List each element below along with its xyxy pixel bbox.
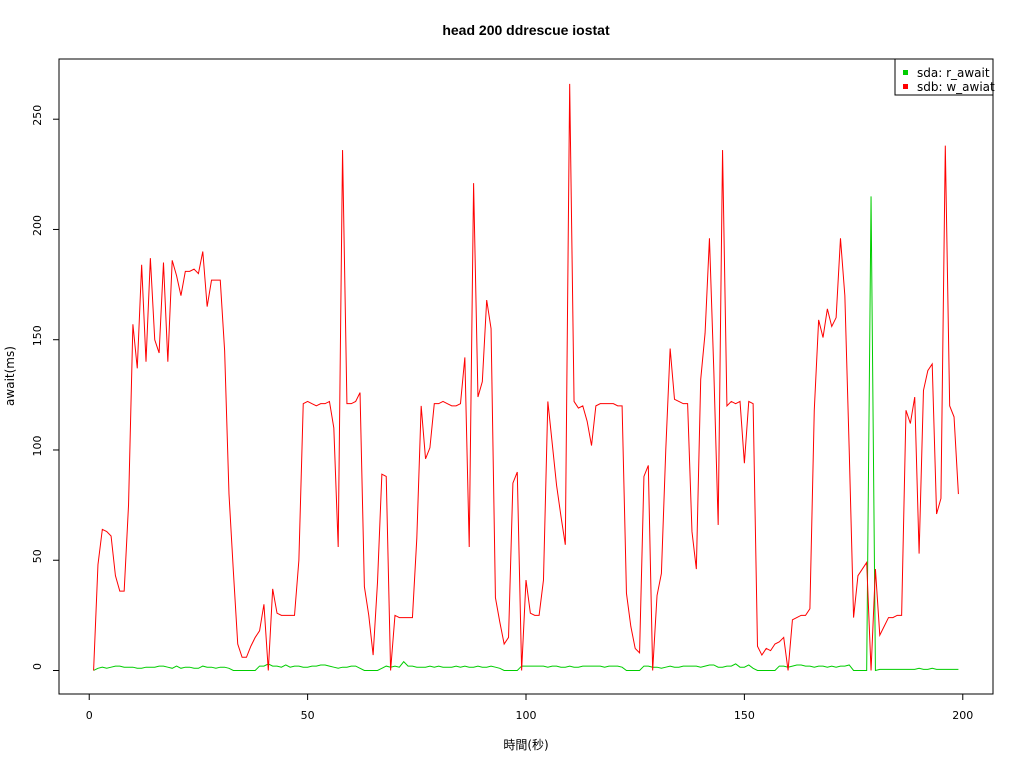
legend-label: sdb: w_awiat	[917, 80, 995, 94]
legend-swatch	[903, 84, 908, 89]
y-tick-label: 0	[31, 663, 44, 670]
x-tick-label: 150	[734, 709, 755, 722]
series-line	[93, 196, 959, 672]
x-tick-label: 0	[86, 709, 93, 722]
y-tick-label: 200	[31, 215, 44, 236]
legend-swatch	[903, 70, 908, 75]
x-tick-label: 100	[516, 709, 537, 722]
legend-box	[894, 58, 994, 96]
chart-title: head 200 ddrescue iostat	[442, 22, 610, 38]
y-tick-label: 100	[31, 435, 44, 456]
y-axis-label: await(ms)	[3, 346, 17, 406]
x-tick-label: 200	[952, 709, 973, 722]
y-tick-label: 50	[31, 549, 44, 563]
series-line	[93, 83, 959, 671]
y-tick-label: 150	[31, 325, 44, 346]
x-tick-label: 50	[301, 709, 315, 722]
x-axis-label: 時間(秒)	[503, 738, 548, 752]
legend-label: sda: r_await	[917, 66, 990, 80]
y-tick-label: 250	[31, 105, 44, 126]
